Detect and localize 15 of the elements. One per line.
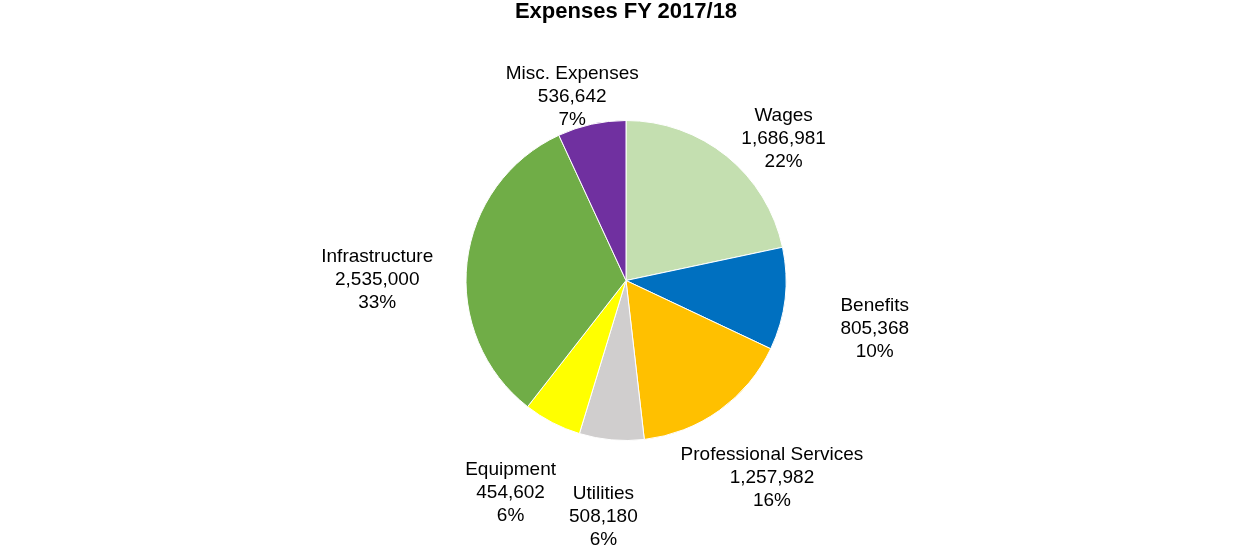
slice-label: Infrastructure (321, 245, 434, 267)
slice-label: Professional Services (680, 442, 864, 464)
data-label: 454,602 6% (476, 481, 545, 526)
slice-label: Misc. Expenses (505, 61, 639, 83)
data-label: 1,686,981 22% (741, 127, 826, 172)
data-label: 508,180 6% (569, 504, 638, 546)
data-label: 1,257,982 16% (729, 465, 815, 510)
data-label: 2,535,000 33% (334, 268, 420, 313)
slice-label: Wages (754, 104, 813, 126)
data-label: 536,642 7% (537, 84, 607, 129)
slice-label: Equipment (465, 458, 557, 480)
slice-label: Utilities (572, 481, 634, 503)
data-label: 805,368 10% (840, 317, 910, 362)
chart-title: Expenses FY 2017/18 (514, 0, 738, 23)
slice-label: Benefits (840, 294, 910, 316)
